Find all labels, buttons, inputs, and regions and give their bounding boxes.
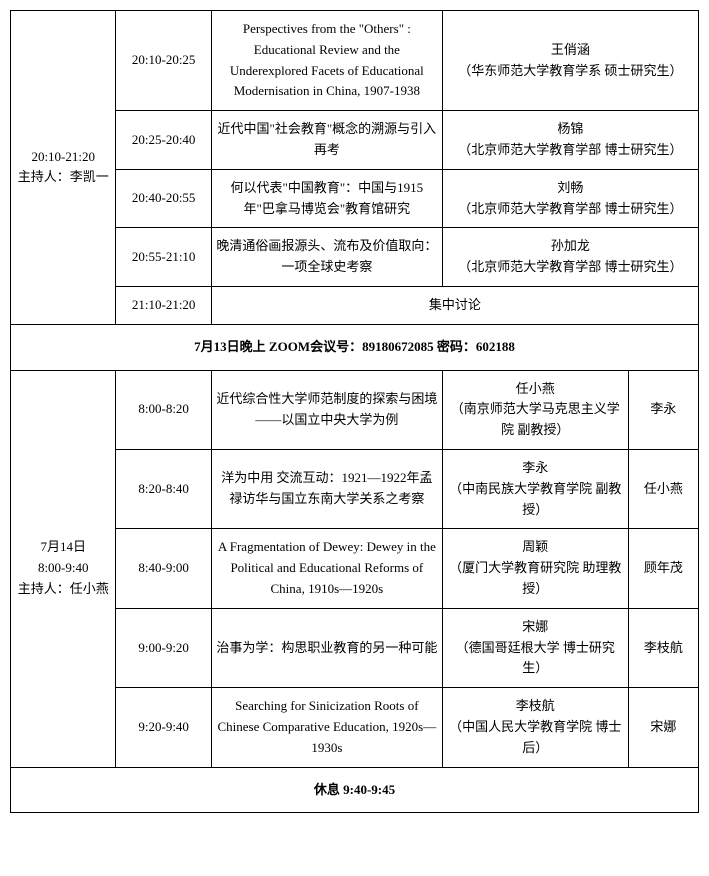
time-cell: 20:25-20:40 <box>116 111 211 170</box>
speaker-name: 周颖 <box>447 537 624 558</box>
time-cell: 8:00-8:20 <box>116 370 211 449</box>
speaker-cell: 孙加龙 （北京师范大学教育学部 博士研究生） <box>442 228 698 287</box>
session-header: 7月14日 8:00-9:40 主持人：任小燕 <box>11 370 116 767</box>
title-cell: 近代中国"社会教育"概念的溯源与引入再考 <box>211 111 442 170</box>
speaker-affil: （德国哥廷根大学 博士研究生） <box>447 638 624 680</box>
time-cell: 8:40-9:00 <box>116 529 211 608</box>
speaker-affil: （北京师范大学教育学部 博士研究生） <box>447 257 694 278</box>
speaker-name: 宋娜 <box>447 617 624 638</box>
title-cell: 近代综合性大学师范制度的探索与困境——以国立中央大学为例 <box>211 370 442 449</box>
speaker-name: 李永 <box>447 458 624 479</box>
discussant-cell: 李永 <box>628 370 698 449</box>
time-cell: 20:10-20:25 <box>116 11 211 111</box>
speaker-name: 刘畅 <box>447 178 694 199</box>
speaker-cell: 王俏涵 （华东师范大学教育学系 硕士研究生） <box>442 11 698 111</box>
speaker-affil: （中南民族大学教育学院 副教授） <box>447 479 624 521</box>
time-cell: 8:20-8:40 <box>116 449 211 528</box>
speaker-name: 孙加龙 <box>447 236 694 257</box>
speaker-name: 李枝航 <box>447 696 624 717</box>
zoom-banner: 7月13日晚上 ZOOM会议号：89180672085 密码：602188 <box>11 324 699 370</box>
schedule-table: 20:10-21:20 主持人：李凯一 20:10-20:25 Perspect… <box>10 10 699 813</box>
break-row: 休息 9:40-9:45 <box>11 767 699 813</box>
speaker-affil: （北京师范大学教育学部 博士研究生） <box>447 140 694 161</box>
discussant-cell: 李枝航 <box>628 608 698 687</box>
title-cell: 何以代表"中国教育"：中国与1915年"巴拿马博览会"教育馆研究 <box>211 169 442 228</box>
speaker-name: 杨锦 <box>447 119 694 140</box>
title-cell: 治事为学：构思职业教育的另一种可能 <box>211 608 442 687</box>
speaker-affil: （南京师范大学马克思主义学院 副教授） <box>447 399 624 441</box>
title-cell: Searching for Sinicization Roots of Chin… <box>211 688 442 767</box>
speaker-affil: （中国人民大学教育学院 博士后） <box>447 717 624 759</box>
title-cell: Perspectives from the "Others" : Educati… <box>211 11 442 111</box>
table-row: 20:10-21:20 主持人：李凯一 20:10-20:25 Perspect… <box>11 11 699 111</box>
speaker-name: 任小燕 <box>447 379 624 400</box>
time-cell: 9:00-9:20 <box>116 608 211 687</box>
speaker-cell: 任小燕 （南京师范大学马克思主义学院 副教授） <box>442 370 628 449</box>
discussant-cell: 任小燕 <box>628 449 698 528</box>
title-cell: A Fragmentation of Dewey: Dewey in the P… <box>211 529 442 608</box>
title-cell: 洋为中用 交流互动：1921—1922年孟禄访华与国立东南大学关系之考察 <box>211 449 442 528</box>
discussant-cell: 宋娜 <box>628 688 698 767</box>
speaker-cell: 宋娜 （德国哥廷根大学 博士研究生） <box>442 608 628 687</box>
session-header: 20:10-21:20 主持人：李凯一 <box>11 11 116 325</box>
speaker-affil: （厦门大学教育研究院 助理教授） <box>447 558 624 600</box>
speaker-cell: 刘畅 （北京师范大学教育学部 博士研究生） <box>442 169 698 228</box>
break-label: 休息 9:40-9:45 <box>11 767 699 813</box>
title-cell: 晚清通俗画报源头、流布及价值取向：一项全球史考察 <box>211 228 442 287</box>
time-cell: 20:40-20:55 <box>116 169 211 228</box>
discussant-cell: 顾年茂 <box>628 529 698 608</box>
speaker-cell: 杨锦 （北京师范大学教育学部 博士研究生） <box>442 111 698 170</box>
discussion-cell: 集中讨论 <box>211 286 698 324</box>
table-row: 7月14日 8:00-9:40 主持人：任小燕 8:00-8:20 近代综合性大… <box>11 370 699 449</box>
time-cell: 9:20-9:40 <box>116 688 211 767</box>
time-cell: 20:55-21:10 <box>116 228 211 287</box>
speaker-cell: 李枝航 （中国人民大学教育学院 博士后） <box>442 688 628 767</box>
speaker-cell: 周颖 （厦门大学教育研究院 助理教授） <box>442 529 628 608</box>
banner-row: 7月13日晚上 ZOOM会议号：89180672085 密码：602188 <box>11 324 699 370</box>
speaker-cell: 李永 （中南民族大学教育学院 副教授） <box>442 449 628 528</box>
speaker-affil: （北京师范大学教育学部 博士研究生） <box>447 199 694 220</box>
speaker-name: 王俏涵 <box>447 40 694 61</box>
time-cell: 21:10-21:20 <box>116 286 211 324</box>
speaker-affil: （华东师范大学教育学系 硕士研究生） <box>447 61 694 82</box>
